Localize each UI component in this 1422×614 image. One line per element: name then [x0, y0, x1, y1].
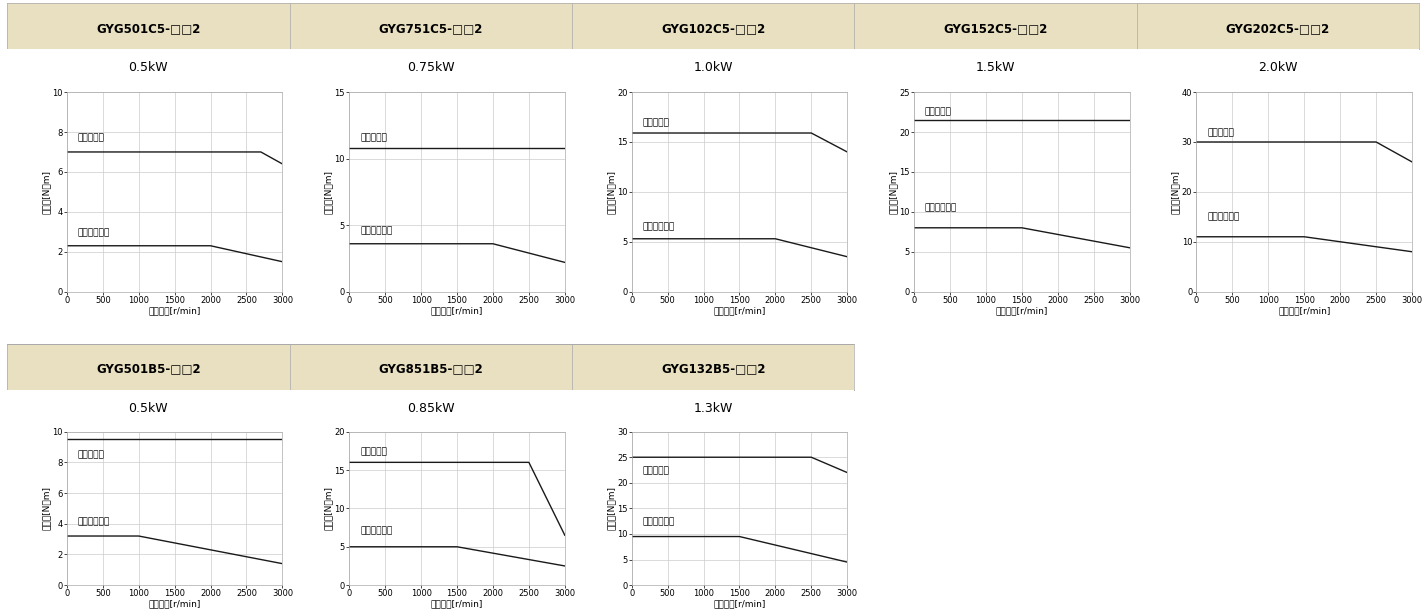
- X-axis label: 回転速度[r/min]: 回転速度[r/min]: [148, 600, 201, 608]
- Text: 連続動作領域: 連続動作領域: [360, 227, 392, 236]
- Text: 0.85kW: 0.85kW: [407, 402, 455, 415]
- Text: 加減速領域: 加減速領域: [1207, 128, 1234, 137]
- Text: GYG751C5-□□2: GYG751C5-□□2: [378, 22, 483, 35]
- Y-axis label: トルク[N・m]: トルク[N・m]: [41, 170, 51, 214]
- Y-axis label: トルク[N・m]: トルク[N・m]: [889, 170, 899, 214]
- Text: 加減速領域: 加減速領域: [360, 447, 387, 456]
- Text: 加減速領域: 加減速領域: [924, 107, 951, 116]
- Text: GYG102C5-□□2: GYG102C5-□□2: [661, 22, 765, 35]
- Text: 連続動作領域: 連続動作領域: [643, 518, 674, 526]
- Text: 加減速領域: 加減速領域: [78, 450, 104, 459]
- X-axis label: 回転速度[r/min]: 回転速度[r/min]: [995, 306, 1048, 315]
- Text: GYG501B5-□□2: GYG501B5-□□2: [97, 363, 201, 376]
- Text: 0.5kW: 0.5kW: [128, 61, 168, 74]
- Text: GYG202C5-□□2: GYG202C5-□□2: [1226, 22, 1330, 35]
- Text: 連続動作領域: 連続動作領域: [924, 203, 957, 212]
- Text: 連続動作領域: 連続動作領域: [1207, 213, 1240, 222]
- Text: 1.3kW: 1.3kW: [694, 402, 732, 415]
- Text: 連続動作領域: 連続動作領域: [360, 526, 392, 535]
- Y-axis label: トルク[N・m]: トルク[N・m]: [1172, 170, 1180, 214]
- X-axis label: 回転速度[r/min]: 回転速度[r/min]: [431, 600, 483, 608]
- Text: 連続動作領域: 連続動作領域: [643, 223, 674, 231]
- Text: GYG152C5-□□2: GYG152C5-□□2: [943, 22, 1048, 35]
- Y-axis label: トルク[N・m]: トルク[N・m]: [324, 170, 333, 214]
- Text: 1.0kW: 1.0kW: [694, 61, 732, 74]
- Text: GYG851B5-□□2: GYG851B5-□□2: [378, 363, 483, 376]
- Y-axis label: トルク[N・m]: トルク[N・m]: [41, 486, 51, 530]
- Text: GYG132B5-□□2: GYG132B5-□□2: [661, 363, 765, 376]
- Text: 加減速領域: 加減速領域: [643, 466, 670, 475]
- X-axis label: 回転速度[r/min]: 回転速度[r/min]: [1278, 306, 1331, 315]
- Text: 2.0kW: 2.0kW: [1258, 61, 1298, 74]
- Text: GYG501C5-□□2: GYG501C5-□□2: [97, 22, 201, 35]
- Text: 連続動作領域: 連続動作領域: [78, 518, 109, 527]
- Text: 加減速領域: 加減速領域: [643, 118, 670, 127]
- Text: 0.75kW: 0.75kW: [407, 61, 455, 74]
- Text: 0.5kW: 0.5kW: [128, 402, 168, 415]
- X-axis label: 回転速度[r/min]: 回転速度[r/min]: [148, 306, 201, 315]
- Y-axis label: トルク[N・m]: トルク[N・m]: [324, 486, 333, 530]
- Text: 加減速領域: 加減速領域: [360, 134, 387, 142]
- Text: 加減速領域: 加減速領域: [78, 133, 104, 142]
- X-axis label: 回転速度[r/min]: 回転速度[r/min]: [431, 306, 483, 315]
- Text: 1.5kW: 1.5kW: [975, 61, 1015, 74]
- Y-axis label: トルク[N・m]: トルク[N・m]: [607, 170, 616, 214]
- X-axis label: 回転速度[r/min]: 回転速度[r/min]: [714, 306, 765, 315]
- Text: 連続動作領域: 連続動作領域: [78, 229, 109, 238]
- X-axis label: 回転速度[r/min]: 回転速度[r/min]: [714, 600, 765, 608]
- Y-axis label: トルク[N・m]: トルク[N・m]: [606, 486, 616, 530]
